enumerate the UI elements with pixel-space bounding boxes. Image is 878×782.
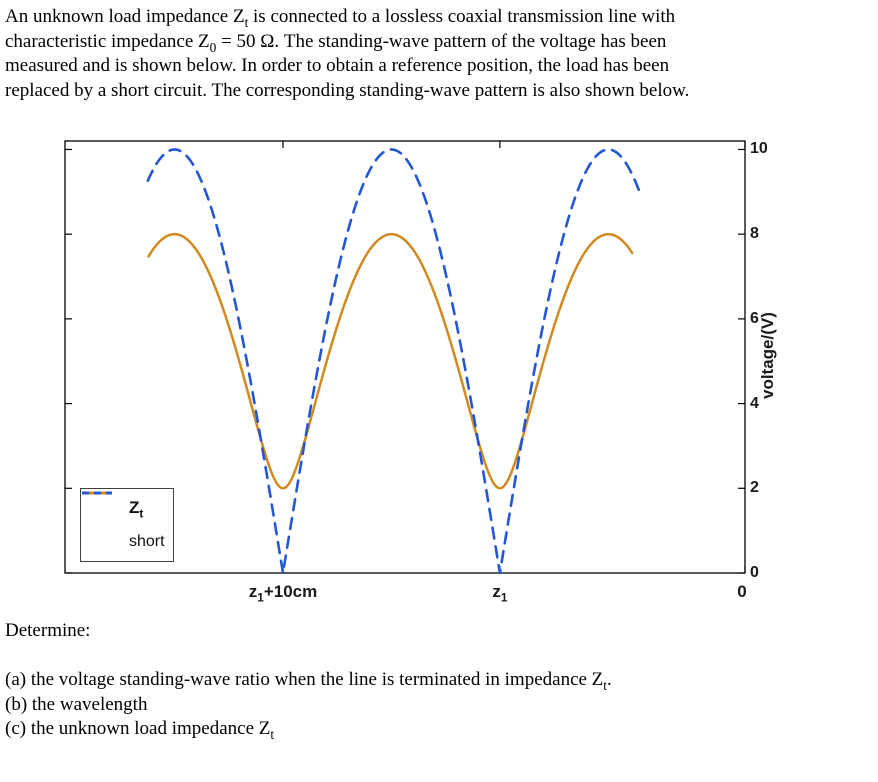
- chart-legend: Zt short: [80, 488, 174, 562]
- y-axis-label: voltage/(V): [758, 312, 777, 400]
- y-tick-label: 10: [750, 140, 768, 158]
- y-tick-label: 2: [750, 479, 759, 497]
- series-curve-z-t: [147, 232, 634, 490]
- x-tick-label: z1+10cm: [248, 582, 318, 605]
- problem-statement: An unknown load impedance Zt is connecte…: [5, 5, 689, 103]
- legend-entry-zt: Zt: [82, 491, 165, 521]
- question-items: (a) the voltage standing-wave ratio when…: [5, 668, 612, 742]
- legend-entry-short: short: [82, 491, 165, 555]
- determine-label: Determine:: [5, 620, 91, 641]
- question-item-a: (a) the voltage standing-wave ratio when…: [5, 669, 612, 693]
- problem-text-line: measured and is shown below. In order to…: [5, 55, 670, 76]
- question-item-b: (b) the wavelength: [5, 693, 148, 715]
- question-item-c: (c) the unknown load impedance Zt: [5, 718, 275, 742]
- standing-wave-chart: voltage/(V) Zt short 0 2 4 6 8 10 z1+10cm z1 0: [0, 130, 878, 610]
- legend-label-zt: Zt: [129, 498, 144, 521]
- x-tick-label: 0: [737, 582, 747, 601]
- axis-box: [64, 140, 746, 574]
- legend-label-short: short: [129, 533, 165, 550]
- problem-text-line: replaced by a short circuit. The corresp…: [5, 79, 690, 101]
- y-tick-label: 4: [750, 394, 759, 412]
- legend-line-dashed: [82, 491, 121, 546]
- y-tick-label: 6: [750, 309, 759, 327]
- y-tick-label: 0: [750, 564, 759, 581]
- problem-text-line: An unknown load impedance Zt is connecte…: [5, 6, 676, 30]
- legend-line-solid: [82, 491, 121, 512]
- series-curve-short: [145, 148, 641, 575]
- legend-sample-line: [82, 491, 112, 495]
- problem-text-line: characteristic impedance Z0 = 50 Ω. The …: [5, 30, 667, 55]
- x-tick-label: z1: [492, 582, 508, 605]
- chart-plot: [64, 140, 746, 575]
- y-tick-label: 8: [750, 225, 759, 243]
